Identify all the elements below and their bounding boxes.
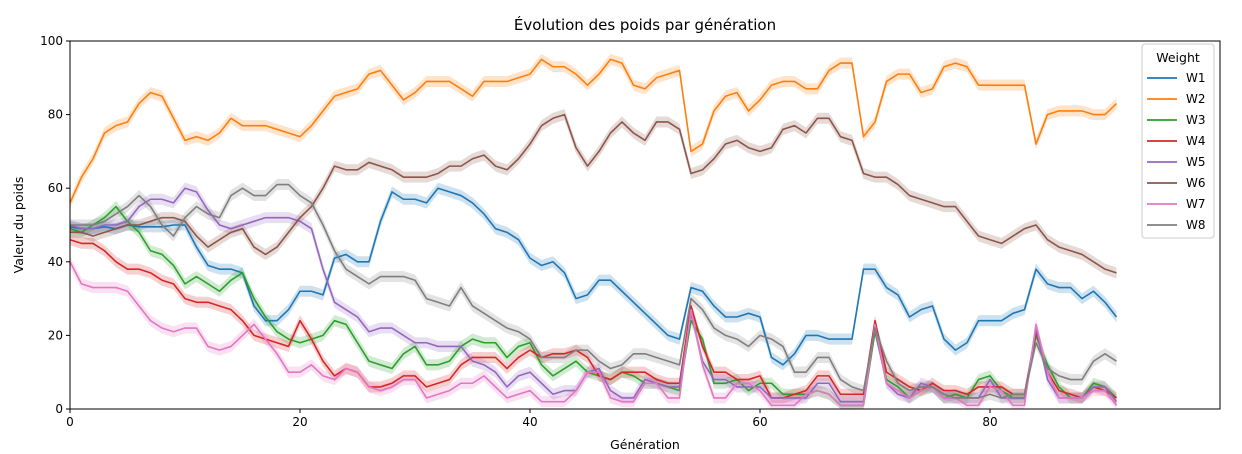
legend-box [1141,43,1215,239]
y-axis-label: Valeur du poids [11,177,26,274]
band-w2 [70,53,1117,209]
x-tick-label: 60 [752,415,767,429]
series-line-w7 [69,261,1118,407]
legend-label-w6: W6 [1186,176,1206,190]
x-axis-ticks: 0 20 40 60 80 [66,409,998,429]
y-tick-label: 40 [48,255,63,269]
y-axis-ticks: 0 20 40 60 80 100 [40,34,70,416]
legend-title: Weight [1156,50,1200,65]
y-tick-label: 0 [55,402,63,416]
series-line-w6 [70,113,1117,274]
y-tick-label: 80 [48,108,63,122]
series-line-w2 [69,58,1118,204]
band-w6 [70,109,1117,279]
chart-title: Évolution des poids par génération [514,15,776,34]
x-axis-label: Génération [610,437,680,452]
legend-label-w4: W4 [1186,134,1206,148]
band-w5 [70,182,1117,408]
x-tick-label: 20 [292,415,307,429]
band-w8 [70,179,1117,404]
legend-label-w5: W5 [1186,155,1206,169]
legend-label-w7: W7 [1186,197,1206,211]
series-lines [69,58,1118,407]
x-tick-label: 0 [66,415,74,429]
plot-frame [69,40,1221,410]
x-tick-label: 40 [522,415,537,429]
legend-label-w2: W2 [1186,92,1206,106]
series-line-w8 [70,183,1117,399]
legend: Weight W1 W2 W3 W4 W5 W6 W7 W8 [1141,43,1215,239]
legend-label-w1: W1 [1186,71,1206,85]
y-tick-label: 60 [48,181,63,195]
y-tick-label: 100 [40,34,63,48]
legend-label-w3: W3 [1186,113,1206,127]
y-tick-label: 20 [48,328,63,342]
series-line-w4 [69,238,1117,399]
legend-label-w8: W8 [1186,218,1206,232]
x-tick-label: 80 [982,415,997,429]
